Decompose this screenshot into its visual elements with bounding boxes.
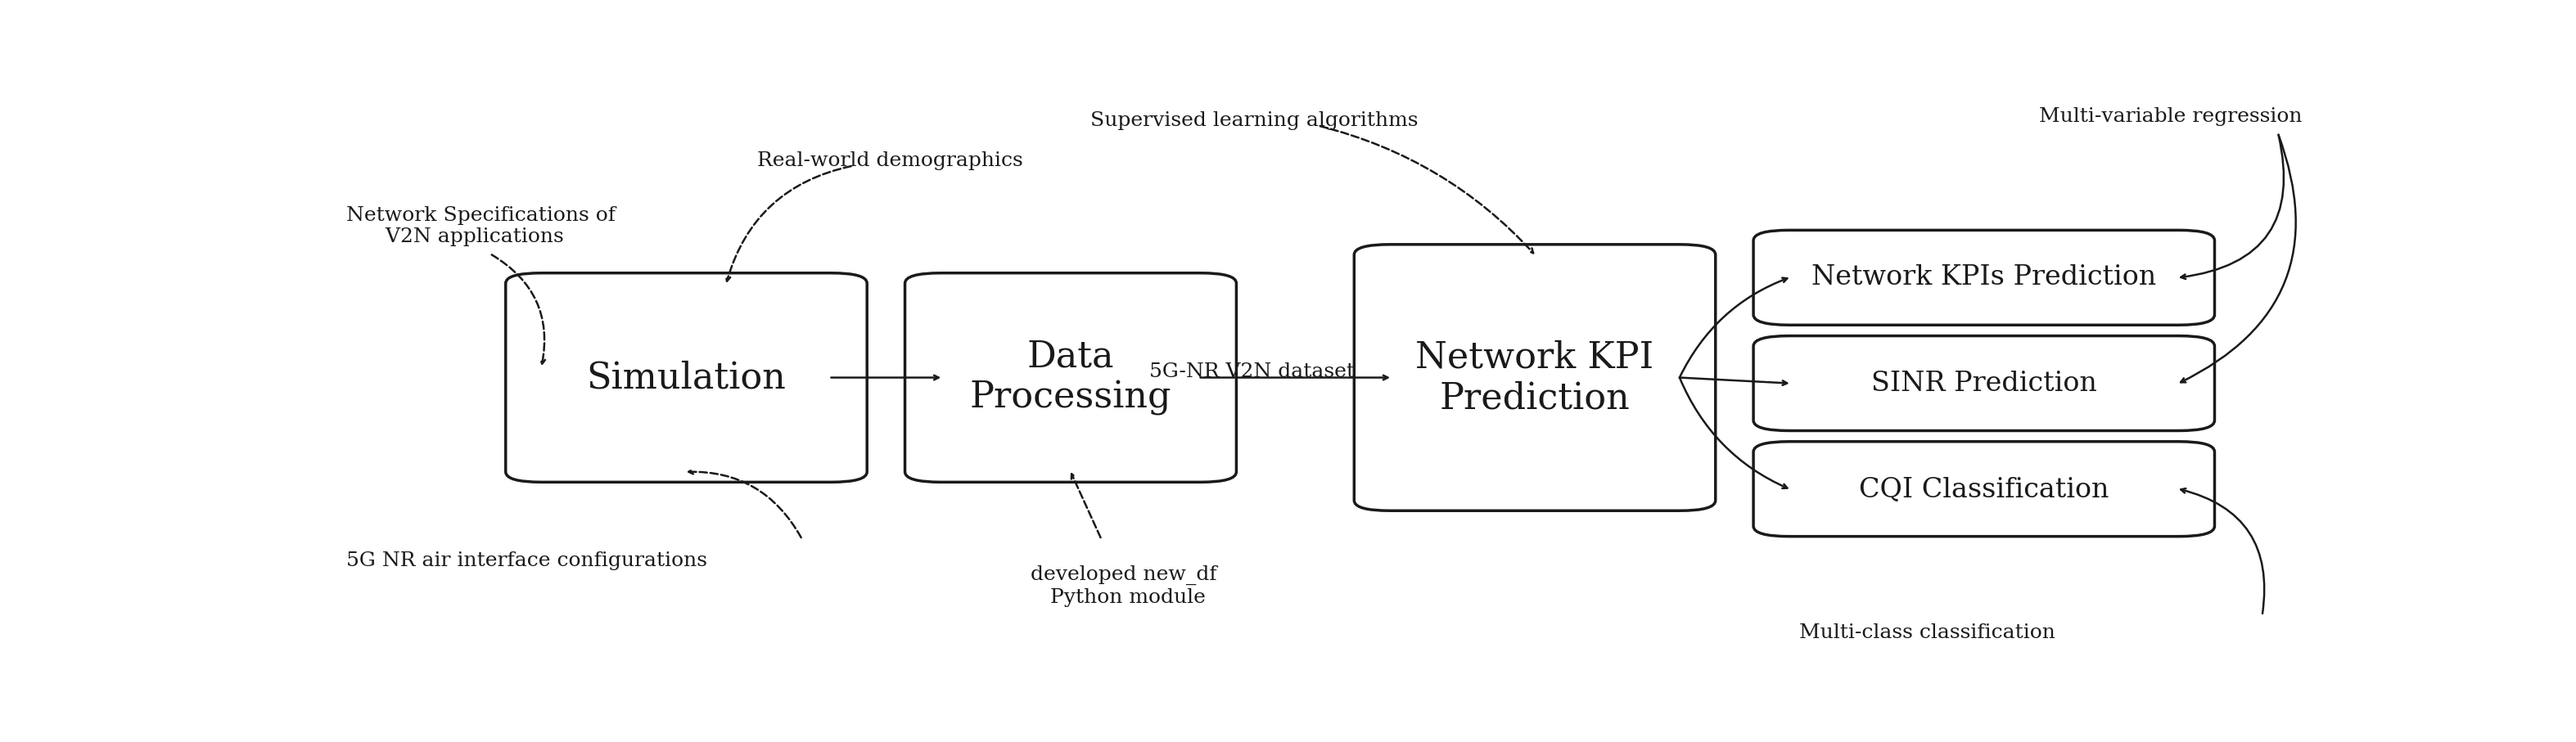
Text: CQI Classification: CQI Classification	[1860, 476, 2110, 502]
Text: Simulation: Simulation	[587, 360, 786, 395]
Text: Network KPIs Prediction: Network KPIs Prediction	[1811, 264, 2156, 291]
Text: Multi-variable regression: Multi-variable regression	[2040, 107, 2303, 126]
FancyBboxPatch shape	[1754, 230, 2215, 325]
Text: 5G NR air interface configurations: 5G NR air interface configurations	[345, 551, 706, 570]
Text: SINR Prediction: SINR Prediction	[1870, 370, 2097, 396]
FancyBboxPatch shape	[1754, 441, 2215, 536]
FancyBboxPatch shape	[505, 273, 868, 482]
FancyBboxPatch shape	[1355, 244, 1716, 510]
Text: Multi-class classification: Multi-class classification	[1801, 623, 2056, 643]
Text: Network KPI
Prediction: Network KPI Prediction	[1417, 339, 1654, 416]
FancyBboxPatch shape	[904, 273, 1236, 482]
FancyBboxPatch shape	[1754, 336, 2215, 430]
Text: Supervised learning algorithms: Supervised learning algorithms	[1090, 111, 1419, 130]
Text: Network Specifications of
      V2N applications: Network Specifications of V2N applicatio…	[345, 206, 616, 246]
Text: 5G-NR V2N dataset: 5G-NR V2N dataset	[1149, 362, 1355, 381]
Text: Real-world demographics: Real-world demographics	[757, 151, 1023, 170]
Text: developed new_df
   Python module: developed new_df Python module	[1030, 565, 1216, 607]
Text: Data
Processing: Data Processing	[969, 339, 1172, 416]
